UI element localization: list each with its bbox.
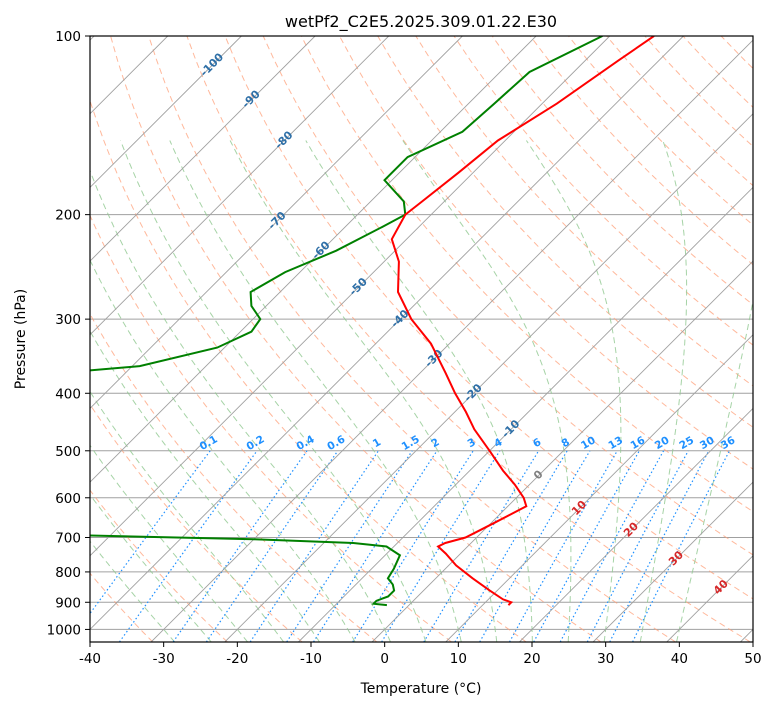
isotherm-line [371,260,753,642]
dry-adiabat [90,214,452,642]
isotherm-line [90,36,611,557]
dewpoint-line [90,36,603,607]
mixing-ratio-line [205,450,339,642]
isotherm-line [90,36,242,189]
dry-adiabat [415,36,753,387]
y-tick-label: 400 [55,386,81,402]
isotherm-line [90,36,684,631]
moist-adiabats [90,140,753,642]
moist-adiabat [90,330,320,642]
dry-adiabat [262,36,753,556]
y-tick-label: 900 [55,595,81,611]
plot-area: -100-90-80-70-60-50-40-30-20-10010203040… [90,36,753,642]
dry-adiabat [90,489,228,642]
x-tick-label: 10 [450,651,467,667]
mixing-ratio-line [632,450,731,642]
mixing-ratio-line [508,450,618,642]
y-tick-label: 500 [55,444,81,460]
x-tick-label: 0 [380,651,389,667]
isotherm-line [592,481,753,642]
isotherm-line [445,334,753,642]
isotherm-line [90,36,463,410]
moist-adiabat [402,140,572,642]
moist-adiabat [676,298,753,642]
isotherm-line [90,36,537,483]
moist-adiabat [90,169,391,642]
y-tick-label: 600 [55,491,81,507]
dry-adiabat [224,36,753,600]
isotherm-line [150,39,753,642]
chart-title: wetPf2_C2E5.2025.309.01.22.E30 [285,12,557,32]
y-tick-label: 200 [55,208,81,224]
x-tick-label: 30 [597,651,614,667]
x-axis-ticks: -40 -30 -20 -10 0 10 20 30 40 50 [79,642,762,667]
moist-adiabat [90,390,285,642]
plot-frame [89,35,754,643]
x-tick-label: -10 [300,651,322,667]
moist-adiabat [525,140,622,642]
mixing-ratio-lines [90,450,731,642]
x-tick-label: -40 [79,651,101,667]
mixing-ratio-line [352,450,474,642]
dry-adiabat [339,36,753,470]
moist-adiabat [229,140,498,642]
dry-adiabat [90,403,303,642]
y-tick-label: 300 [55,312,81,328]
dry-adiabats [90,36,753,642]
mixing-ratio-line [172,450,308,642]
y-tick-label: 700 [55,531,81,547]
mixing-ratio-line [312,450,438,642]
isotherm-line [519,407,753,642]
mixing-ratio-line [586,450,689,642]
moist-adiabat [169,140,462,642]
mixing-ratio-line [90,450,211,615]
y-tick-label: 1000 [47,622,81,638]
isotherm-grid [90,36,753,642]
moist-adiabat [120,140,427,642]
isotherm-line [90,36,390,336]
x-tick-label: -20 [226,651,248,667]
y-axis-label: Pressure (hPa) [13,289,29,389]
moist-adiabat [90,540,176,642]
dry-adiabat [300,36,753,513]
mixing-ratio-line [533,450,640,642]
moist-adiabat [90,493,212,642]
y-tick-label: 100 [55,29,81,45]
dry-adiabat [110,36,602,642]
isotherm-line [90,36,316,262]
mixing-ratio-line [286,450,413,642]
mixing-ratio-line [423,450,540,642]
moist-adiabat [639,140,688,642]
dry-adiabat [491,36,753,306]
dry-adiabat [90,98,527,642]
x-tick-label: 50 [744,651,761,667]
moist-adiabat [90,444,248,642]
temperature-line [390,36,655,606]
y-axis-ticks: 100 200 300 400 500 600 700 800 900 1000 [47,29,90,638]
x-axis-label: Temperature (°C) [360,681,482,697]
dry-adiabat [148,36,676,642]
dry-adiabat [377,36,753,428]
isotherm-line [298,186,753,642]
dry-adiabat [90,312,378,642]
mixing-ratio-line [249,450,379,642]
dry-adiabat [453,36,753,346]
x-tick-label: -30 [153,651,175,667]
y-tick-label: 800 [55,565,81,581]
mixing-ratio-line [559,450,665,642]
mixing-ratio-line [119,450,258,642]
x-tick-label: 40 [671,651,688,667]
x-tick-label: 20 [523,651,540,667]
